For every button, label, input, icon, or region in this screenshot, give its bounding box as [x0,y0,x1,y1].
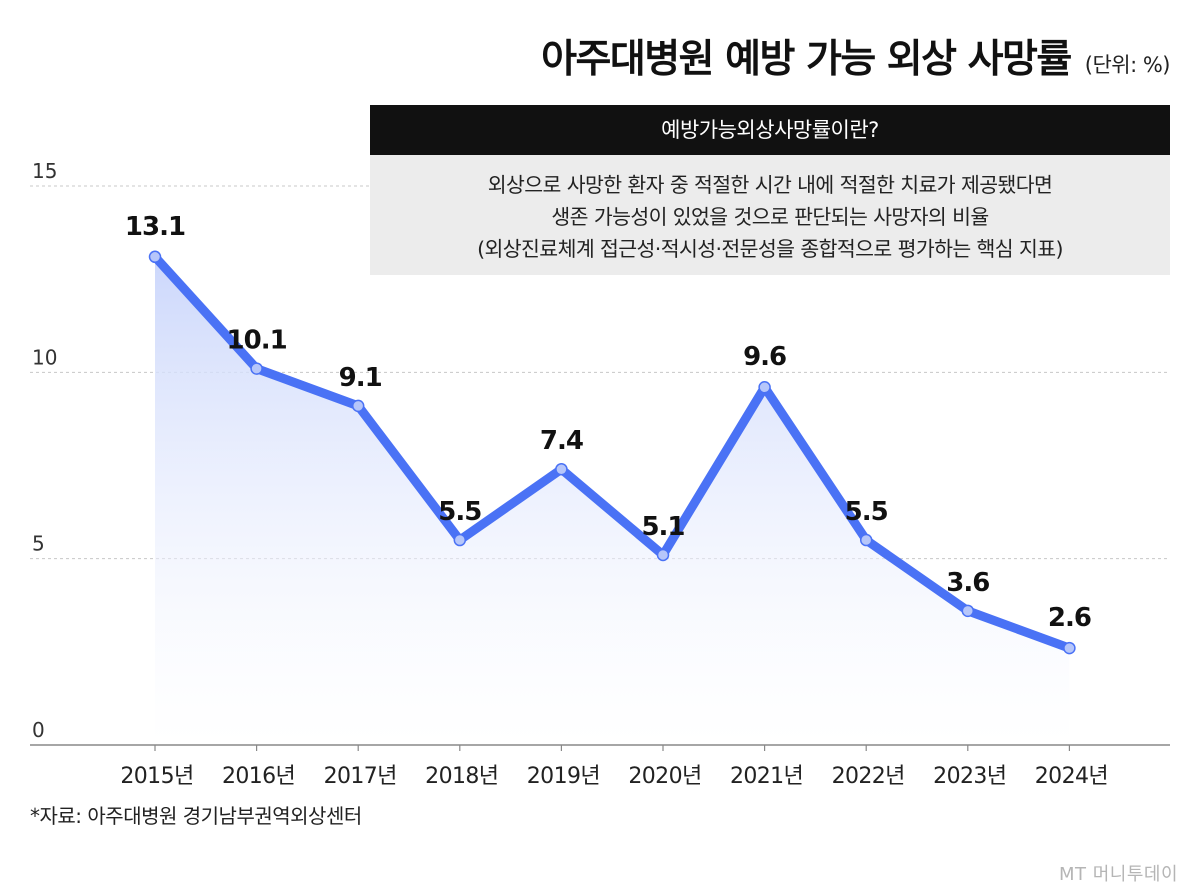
chart-title: 아주대병원 예방 가능 외상 사망률 [541,37,1072,82]
x-tick-label: 2024년 [1035,764,1108,789]
data-point [859,533,873,547]
definition-heading: 예방가능외상사망률이란? [370,105,1170,155]
data-labels: 13.1 10.1 9.1 5.5 7.4 5.1 9.6 5.5 3.6 2.6 [125,212,1092,633]
data-point [656,548,670,562]
data-label: 5.5 [438,497,481,527]
x-tick-label: 2019년 [527,764,600,789]
data-label: 7.4 [540,426,583,456]
data-point [555,462,568,476]
area-fill [155,256,1070,745]
definition-line: 생존 가능성이 있었을 것으로 판단되는 사망자의 비율 [551,205,989,229]
x-axis-ticks: 2015년 2016년 2017년 2018년 2019년 2020년 2021년 2022년… [120,764,1108,789]
chart-header: 아주대병원 예방 가능 외상 사망률 (단위: %) [541,28,1170,84]
data-point [758,380,771,394]
series-polyline [150,252,1074,653]
data-point [453,533,467,547]
unit-label: (단위: %) [1084,53,1171,77]
y-tick-label: 5 [32,532,45,556]
x-axis [30,744,1170,751]
data-point [148,250,162,264]
x-tick-label: 2020년 [628,764,701,789]
definition-box: 예방가능외상사망률이란? 외상으로 사망한 환자 중 적절한 시간 내에 적절한… [370,105,1170,275]
data-label: 13.1 [125,212,185,242]
y-tick-label: 15 [32,159,57,183]
data-point [961,604,975,618]
y-tick-label: 0 [32,718,45,742]
data-label: 5.1 [641,512,684,542]
data-label: 2.6 [1048,603,1091,633]
data-points [148,250,1076,655]
x-tick-label: 2021년 [730,764,803,789]
x-tick-label: 2022년 [832,764,905,789]
data-label: 5.5 [845,497,888,527]
data-point [351,399,365,413]
definition-body: 외상으로 사망한 환자 중 적절한 시간 내에 적절한 치료가 제공됐다면 생존… [370,155,1170,275]
publisher-logo: MT 머니투데이 [1058,864,1178,885]
data-label: 9.1 [339,363,382,393]
area-shape [155,256,1070,745]
x-tick-label: 2018년 [425,764,498,789]
data-point [250,362,263,375]
y-tick-label: 10 [32,345,57,369]
x-tick-label: 2023년 [933,764,1006,789]
series-line [150,252,1074,653]
definition-line: 외상으로 사망한 환자 중 적절한 시간 내에 적절한 치료가 제공됐다면 [487,173,1053,197]
x-tick-label: 2015년 [120,764,193,789]
x-tick-label: 2017년 [324,764,397,789]
source-note: *자료: 아주대병원 경기남부권역외상센터 [30,804,362,828]
y-axis-ticks: 0 5 10 15 [32,159,57,742]
x-tick-label: 2016년 [222,764,295,789]
data-point [1063,641,1076,655]
definition-line: (외상진료체계 접근성·적시성·전문성을 종합적으로 평가하는 핵심 지표) [477,237,1063,261]
data-label: 3.6 [946,568,989,598]
data-label: 9.6 [743,342,786,372]
data-label: 10.1 [227,326,287,356]
